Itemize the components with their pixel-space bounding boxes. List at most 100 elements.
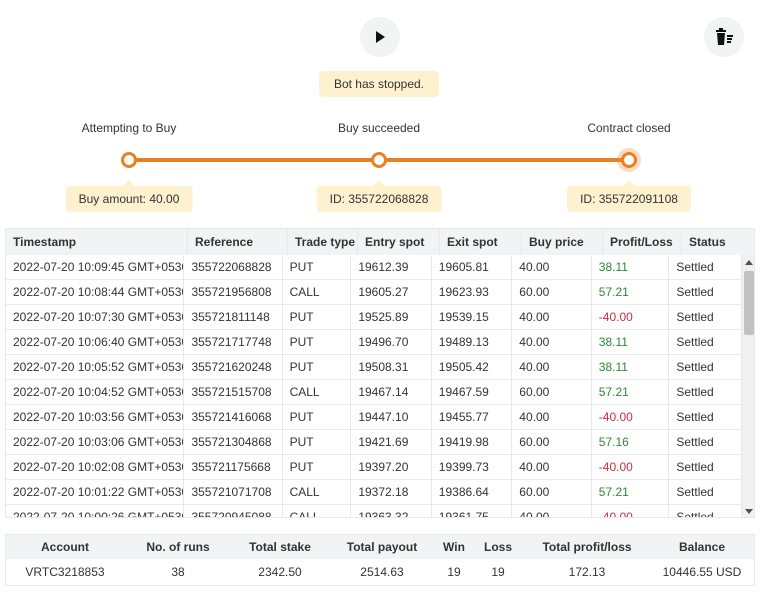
cell-profit-loss: 57.16 bbox=[592, 430, 670, 455]
cell-trade-type: PUT bbox=[283, 330, 352, 355]
table-row: 2022-07-20 10:07:30 GMT+0530 355721811148… bbox=[6, 305, 742, 330]
cell-timestamp: 2022-07-20 10:06:40 GMT+0530 bbox=[6, 330, 185, 355]
cell-entry-spot: 19496.70 bbox=[351, 330, 432, 355]
cell-timestamp: 2022-07-20 10:07:30 GMT+0530 bbox=[6, 305, 185, 330]
cell-status: Settled bbox=[669, 480, 742, 505]
run-bot-button[interactable] bbox=[360, 17, 400, 57]
step-node-contract-closed bbox=[621, 152, 637, 168]
step-label-buy-succeeded: Buy succeeded bbox=[337, 121, 421, 135]
table-row: 2022-07-20 10:05:52 GMT+0530 355721620248… bbox=[6, 355, 742, 380]
cell-profit-loss: 57.21 bbox=[592, 380, 670, 405]
cell-exit-spot: 19399.73 bbox=[432, 455, 513, 480]
summary-loss: 19 bbox=[491, 565, 505, 579]
transactions-table-body: 2022-07-20 10:09:45 GMT+0530 355722068828… bbox=[6, 255, 742, 517]
cell-status: Settled bbox=[669, 405, 742, 430]
cell-trade-type: CALL bbox=[283, 280, 352, 305]
cell-exit-spot: 19455.77 bbox=[432, 405, 513, 430]
column-header-trade-type: Trade type bbox=[288, 229, 358, 255]
table-scrollbar[interactable] bbox=[742, 255, 754, 517]
cell-trade-type: PUT bbox=[283, 405, 352, 430]
cell-buy-price: 40.00 bbox=[512, 355, 592, 380]
cell-trade-type: PUT bbox=[283, 255, 352, 280]
cell-status: Settled bbox=[669, 505, 742, 517]
cell-reference: 355721304868 bbox=[184, 430, 283, 455]
cell-reference: 355721811148 bbox=[184, 305, 283, 330]
buy-id-info: ID: 355722068828 bbox=[316, 180, 442, 212]
summary-total-payout: 2514.63 bbox=[360, 565, 404, 579]
step-node-buy-succeeded bbox=[371, 152, 387, 168]
column-header-entry-spot: Entry spot bbox=[358, 229, 440, 255]
cell-profit-loss: -40.00 bbox=[592, 455, 670, 480]
cell-entry-spot: 19397.20 bbox=[351, 455, 432, 480]
table-row: 2022-07-20 10:03:06 GMT+0530 355721304868… bbox=[6, 430, 742, 455]
table-row: 2022-07-20 10:06:40 GMT+0530 355721717748… bbox=[6, 330, 742, 355]
column-header-exit-spot: Exit spot bbox=[440, 229, 522, 255]
transactions-table-header: Timestamp Reference Trade type Entry spo… bbox=[6, 229, 754, 255]
cell-timestamp: 2022-07-20 10:03:56 GMT+0530 bbox=[6, 405, 185, 430]
cell-buy-price: 40.00 bbox=[512, 405, 592, 430]
cell-entry-spot: 19612.39 bbox=[351, 255, 432, 280]
cell-status: Settled bbox=[669, 280, 742, 305]
summary-header-loss: Loss bbox=[483, 540, 512, 554]
table-row: 2022-07-20 10:04:52 GMT+0530 355721515708… bbox=[6, 380, 742, 405]
cell-exit-spot: 19539.15 bbox=[432, 305, 513, 330]
cell-buy-price: 60.00 bbox=[512, 380, 592, 405]
step-node-attempting bbox=[121, 152, 137, 168]
cell-profit-loss: 38.11 bbox=[592, 255, 670, 280]
cell-reference: 355721620248 bbox=[184, 355, 283, 380]
cell-status: Settled bbox=[669, 255, 742, 280]
cell-exit-spot: 19489.13 bbox=[432, 330, 513, 355]
cell-profit-loss: -40.00 bbox=[592, 305, 670, 330]
cell-entry-spot: 19372.18 bbox=[351, 480, 432, 505]
cell-reference: 355721515708 bbox=[184, 380, 283, 405]
table-row: 2022-07-20 10:03:56 GMT+0530 355721416068… bbox=[6, 405, 742, 430]
summary-total-profit-loss: 172.13 bbox=[568, 565, 606, 579]
cell-timestamp: 2022-07-20 10:04:52 GMT+0530 bbox=[6, 380, 185, 405]
cell-reference: 355720945088 bbox=[184, 505, 283, 517]
cell-profit-loss: 38.11 bbox=[592, 330, 670, 355]
cell-timestamp: 2022-07-20 10:09:45 GMT+0530 bbox=[6, 255, 185, 280]
cell-buy-price: 40.00 bbox=[512, 330, 592, 355]
play-icon bbox=[376, 31, 385, 43]
cell-trade-type: PUT bbox=[283, 355, 352, 380]
cell-buy-price: 60.00 bbox=[512, 430, 592, 455]
clear-stats-icon bbox=[716, 28, 733, 45]
statistics-summary: Account No. of runs Total stake Total pa… bbox=[5, 534, 755, 586]
scrollbar-thumb[interactable] bbox=[744, 271, 754, 335]
clear-stats-button[interactable] bbox=[704, 17, 744, 57]
cell-timestamp: 2022-07-20 10:05:52 GMT+0530 bbox=[6, 355, 185, 380]
buy-amount-info: Buy amount: 40.00 bbox=[65, 180, 193, 212]
cell-timestamp: 2022-07-20 10:02:08 GMT+0530 bbox=[6, 455, 185, 480]
summary-balance: 10446.55 USD bbox=[662, 565, 742, 579]
cell-reference: 355722068828 bbox=[184, 255, 283, 280]
cell-exit-spot: 19386.64 bbox=[432, 480, 513, 505]
cell-entry-spot: 19605.27 bbox=[351, 280, 432, 305]
cell-timestamp: 2022-07-20 10:03:06 GMT+0530 bbox=[6, 430, 185, 455]
summary-header-total-stake: Total stake bbox=[249, 540, 311, 554]
cell-profit-loss: -40.00 bbox=[592, 505, 670, 517]
cell-exit-spot: 19419.98 bbox=[432, 430, 513, 455]
cell-buy-price: 40.00 bbox=[512, 255, 592, 280]
cell-timestamp: 2022-07-20 10:00:26 GMT+0530 bbox=[6, 505, 185, 517]
bot-status-message: Bot has stopped. bbox=[319, 71, 439, 97]
scroll-up-arrow-icon[interactable] bbox=[742, 255, 754, 269]
cell-profit-loss: 38.11 bbox=[592, 355, 670, 380]
summary-account: VRTC3218853 bbox=[25, 565, 105, 579]
cell-status: Settled bbox=[669, 330, 742, 355]
cell-profit-loss: -40.00 bbox=[592, 405, 670, 430]
table-row: 2022-07-20 10:01:22 GMT+0530 355721071708… bbox=[6, 480, 742, 505]
cell-reference: 355721717748 bbox=[184, 330, 283, 355]
cell-trade-type: CALL bbox=[283, 505, 352, 517]
contract-id-info: ID: 355722091108 bbox=[567, 180, 691, 212]
column-header-buy-price: Buy price bbox=[522, 229, 603, 255]
cell-status: Settled bbox=[669, 380, 742, 405]
transactions-table: Timestamp Reference Trade type Entry spo… bbox=[5, 228, 755, 518]
cell-status: Settled bbox=[669, 305, 742, 330]
cell-trade-type: PUT bbox=[283, 455, 352, 480]
summary-runs: 38 bbox=[171, 565, 185, 579]
cell-profit-loss: 57.21 bbox=[592, 280, 670, 305]
scroll-down-arrow-icon[interactable] bbox=[742, 505, 754, 517]
cell-buy-price: 60.00 bbox=[512, 480, 592, 505]
summary-total-stake: 2342.50 bbox=[258, 565, 302, 579]
cell-buy-price: 40.00 bbox=[512, 305, 592, 330]
